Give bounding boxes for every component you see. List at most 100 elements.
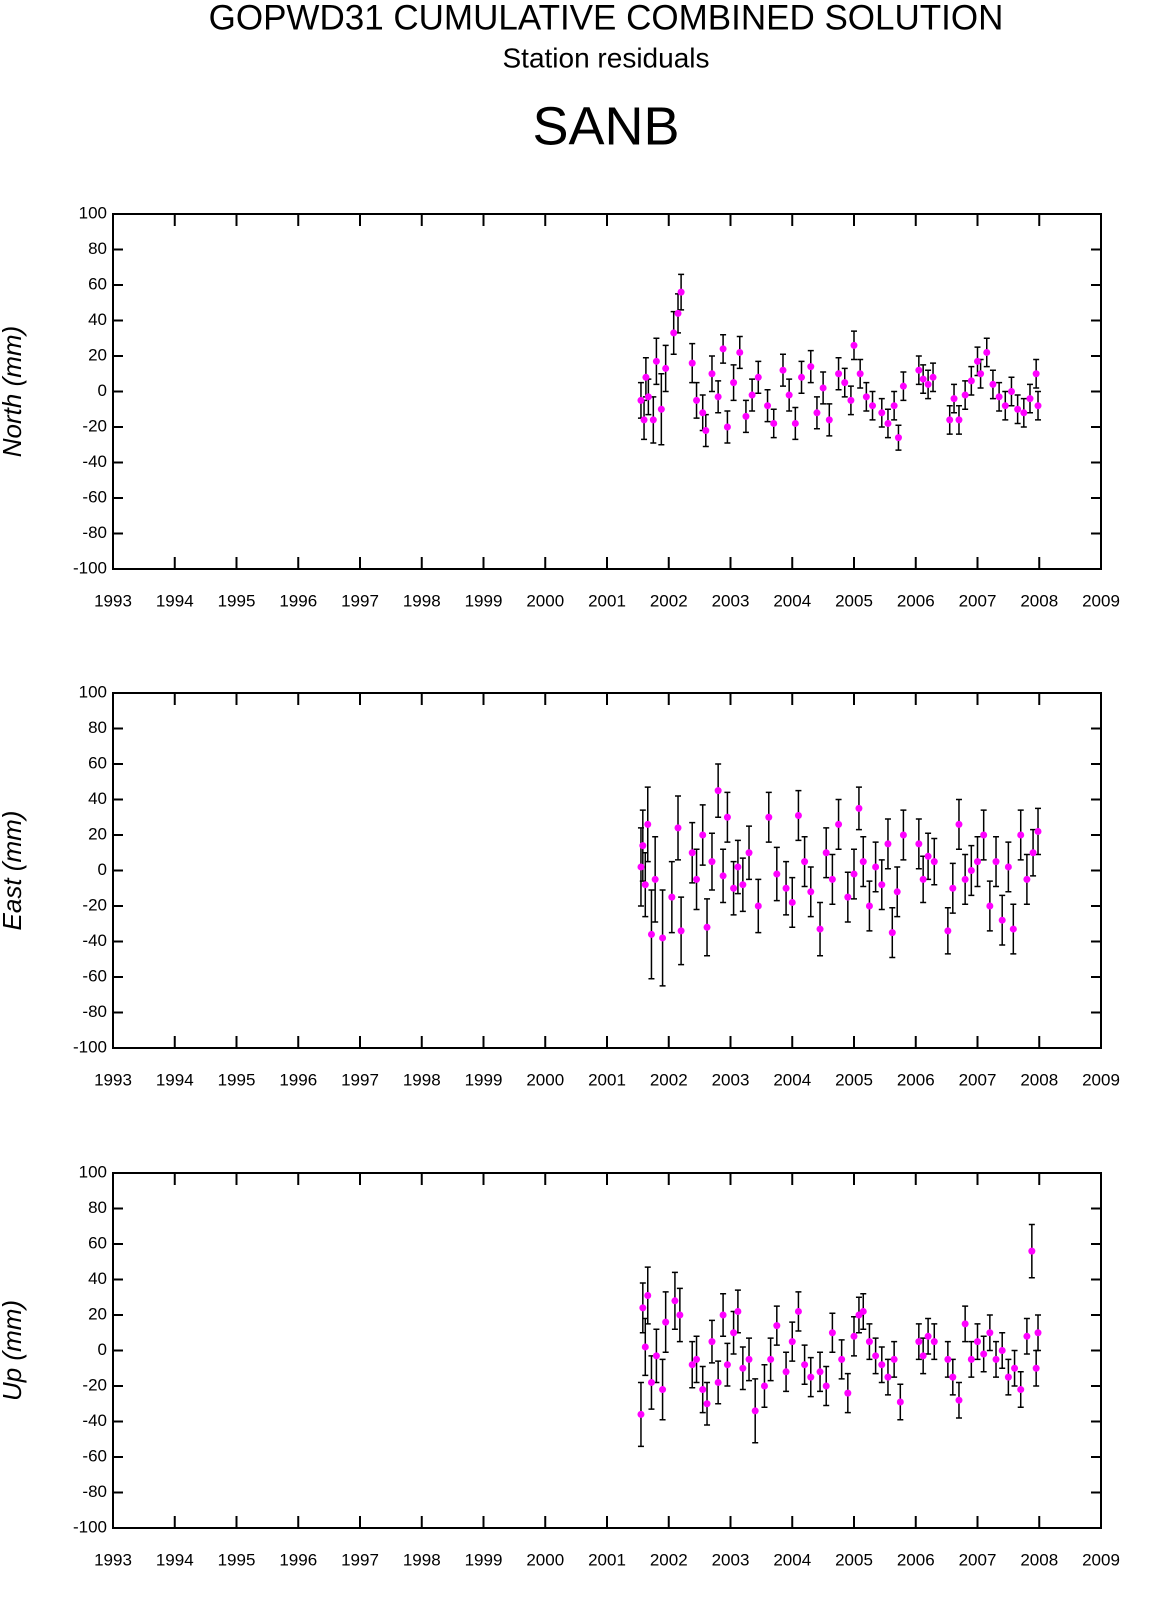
- data-point: [850, 1332, 858, 1340]
- data-point: [980, 1350, 988, 1358]
- data-point: [807, 1373, 815, 1381]
- data-point: [1001, 402, 1009, 410]
- y-tick-label: -20: [82, 1375, 107, 1394]
- data-point: [693, 396, 701, 404]
- data-point: [844, 1389, 852, 1397]
- data-point: [649, 416, 657, 424]
- x-tick-label: 2000: [526, 1550, 564, 1569]
- data-point: [739, 1364, 747, 1372]
- data-point: [869, 402, 877, 410]
- x-tick-label: 1999: [465, 591, 503, 610]
- x-tick-label: 1994: [156, 1070, 194, 1089]
- data-point: [779, 366, 787, 374]
- data-point: [878, 881, 886, 889]
- x-tick-label: 1999: [465, 1550, 503, 1569]
- data-point: [657, 405, 665, 413]
- data-point: [714, 787, 722, 795]
- data-point: [894, 434, 902, 442]
- data-point: [693, 1355, 701, 1363]
- data-point: [662, 364, 670, 372]
- data-point: [850, 870, 858, 878]
- data-point: [1017, 1386, 1025, 1394]
- data-point: [723, 1361, 731, 1369]
- data-point: [859, 858, 867, 866]
- data-point: [822, 1382, 830, 1390]
- data-point: [647, 930, 655, 938]
- x-tick-label: 2004: [773, 591, 811, 610]
- data-point: [1017, 831, 1025, 839]
- y-tick-label: 20: [88, 1304, 107, 1323]
- x-tick-label: 1994: [156, 591, 194, 610]
- x-tick-label: 1998: [403, 1070, 441, 1089]
- data-point: [703, 923, 711, 931]
- data-point: [884, 419, 892, 427]
- y-tick-label: 80: [88, 718, 107, 737]
- plot-frame: [112, 1172, 1102, 1529]
- data-point: [730, 1329, 738, 1337]
- y-tick-label: -60: [82, 1446, 107, 1465]
- data-point: [924, 1332, 932, 1340]
- data-point: [745, 1355, 753, 1363]
- data-point: [961, 1320, 969, 1328]
- data-point: [785, 391, 793, 399]
- y-tick-label: -80: [82, 523, 107, 542]
- data-point: [714, 1378, 722, 1386]
- data-point: [659, 1386, 667, 1394]
- x-tick-label: 1995: [218, 1070, 256, 1089]
- data-point: [641, 1343, 649, 1351]
- panel: -100 -80 -60 -40 -20 0 20 40 60 80 100 1993 1994 1995…: [0, 1162, 1120, 1569]
- data-point: [794, 1307, 802, 1315]
- data-point: [929, 373, 937, 381]
- chart-title: GOPWD31 CUMULATIVE COMBINED SOLUTION: [209, 0, 1004, 37]
- data-point: [819, 384, 827, 392]
- data-point: [992, 858, 1000, 866]
- data-point: [754, 902, 762, 910]
- data-point: [1029, 849, 1037, 857]
- data-point: [924, 852, 932, 860]
- data-point: [816, 925, 824, 933]
- data-point: [980, 831, 988, 839]
- data-point: [801, 858, 809, 866]
- y-tick-label: 0: [98, 381, 107, 400]
- data-point: [878, 409, 886, 417]
- x-tick-label: 2001: [588, 1070, 626, 1089]
- data-point: [816, 1368, 824, 1376]
- x-tick-label: 1996: [279, 591, 317, 610]
- data-point: [734, 863, 742, 871]
- x-tick-label: 1994: [156, 1550, 194, 1569]
- y-tick-label: -80: [82, 1482, 107, 1501]
- y-tick-label: 60: [88, 274, 107, 293]
- data-point: [974, 1338, 981, 1346]
- y-tick-label: -60: [82, 487, 107, 506]
- data-point: [878, 1361, 886, 1369]
- data-point: [637, 396, 645, 404]
- y-tick-label: 60: [88, 753, 107, 772]
- data-point: [788, 1338, 796, 1346]
- data-point: [1004, 1373, 1012, 1381]
- data-point: [825, 416, 833, 424]
- y-tick-label: -100: [73, 1517, 107, 1536]
- data-point: [989, 380, 997, 388]
- data-point: [770, 419, 778, 427]
- data-point: [794, 811, 802, 819]
- y-tick-label: -100: [73, 1037, 107, 1056]
- y-tick-label: 0: [98, 1340, 107, 1359]
- x-tick-label: 2003: [712, 1070, 750, 1089]
- data-point: [946, 416, 954, 424]
- data-point: [699, 409, 707, 417]
- x-tick-label: 1993: [94, 1550, 132, 1569]
- y-tick-label: -20: [82, 895, 107, 914]
- data-point: [767, 1355, 775, 1363]
- data-point: [949, 884, 957, 892]
- data-point: [1014, 405, 1022, 413]
- data-point: [773, 870, 781, 878]
- data-point: [723, 813, 731, 821]
- data-point: [1020, 409, 1028, 417]
- x-tick-label: 1995: [218, 591, 256, 610]
- data-point: [950, 395, 958, 403]
- x-tick-label: 1993: [94, 1070, 132, 1089]
- data-point: [855, 804, 863, 812]
- data-point: [1007, 388, 1015, 395]
- data-point: [919, 1352, 927, 1360]
- x-tick-label: 1993: [94, 591, 132, 610]
